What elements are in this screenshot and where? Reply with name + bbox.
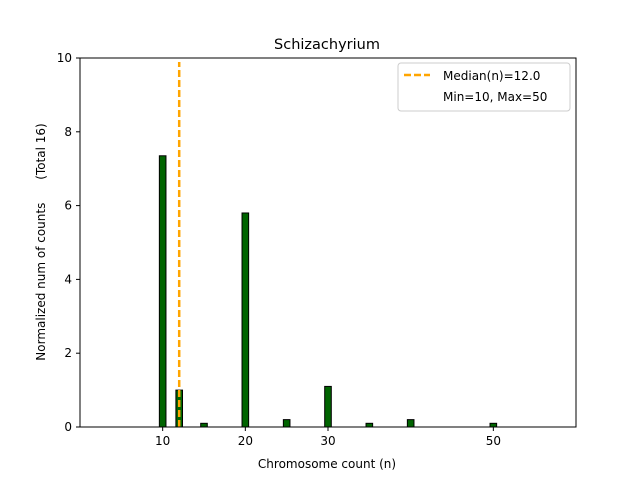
bar [241,212,250,428]
x-tick-label: 20 [238,434,253,448]
legend: Median(n)=12.0 Min=10, Max=50 [397,62,571,112]
x-axis: 10 20 30 50 [155,427,501,448]
x-tick-label: 30 [320,434,335,448]
y-tick-label: 0 [64,420,72,434]
chart-title: Schizachyrium [274,37,380,53]
y-tick-label: 6 [64,199,72,213]
x-axis-label: Chromosome count (n) [258,457,396,471]
bar [365,422,374,428]
bar [406,419,415,428]
x-tick-label: 10 [155,434,170,448]
y-tick-label: 2 [64,346,72,360]
y-tick-label: 8 [64,125,72,139]
y-axis-label: Normalized num of counts (Total 16) [34,123,48,360]
y-tick-label: 10 [57,51,72,65]
y-tick-label: 4 [64,272,72,286]
bar [282,419,291,428]
legend-median-label: Median(n)=12.0 [443,69,540,83]
bar [200,422,208,428]
bar [324,385,332,428]
legend-minmax-label: Min=10, Max=50 [443,90,547,104]
bar [158,155,167,428]
bar [489,422,498,428]
x-tick-label: 50 [486,434,501,448]
y-axis: 0 2 4 6 8 10 [57,51,80,434]
legend-box [397,62,571,112]
